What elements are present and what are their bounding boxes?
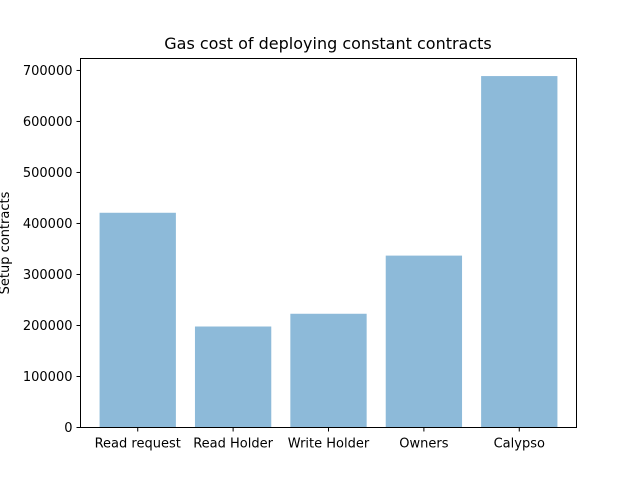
bar-write-holder [290, 313, 367, 428]
x-tick-label: Write Holder [288, 437, 370, 452]
y-tick-label: 0 [64, 421, 72, 436]
x-ticks-group: Read request Read Holder Write Holder Owner… [95, 427, 545, 452]
bar-read-request [99, 212, 176, 428]
y-tick-label: 300000 [23, 268, 73, 283]
chart-title: Gas cost of deploying constant contracts [164, 34, 492, 53]
bar-calypso [481, 76, 558, 428]
y-ticks-group: 0 100000 200000 300000 400000 500000 600000 700… [23, 64, 81, 436]
bars-group [99, 76, 558, 428]
plot-frame [80, 58, 577, 428]
x-tick-label: Owners [399, 437, 448, 452]
y-axis-label: Setup contracts [0, 191, 13, 294]
y-tick-label: 400000 [23, 217, 73, 232]
bar-read-holder [194, 326, 272, 428]
x-tick-label: Calypso [494, 437, 545, 452]
y-tick-label: 500000 [23, 166, 73, 181]
x-tick-label: Read request [95, 437, 181, 452]
y-tick-label: 700000 [23, 64, 73, 79]
y-tick-label: 600000 [23, 115, 73, 130]
bar-owners [385, 255, 463, 428]
x-tick-label: Read Holder [193, 437, 273, 452]
y-tick-label: 100000 [23, 370, 73, 385]
y-tick-label: 200000 [23, 319, 73, 334]
